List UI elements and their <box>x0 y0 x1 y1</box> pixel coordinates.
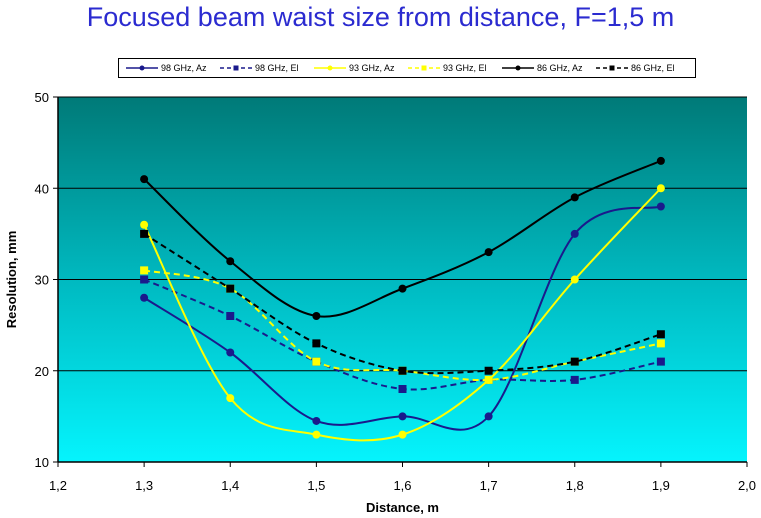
series-86-ghz-el <box>140 229 665 375</box>
x-tick-label: 1,9 <box>652 478 670 493</box>
data-point <box>484 375 493 384</box>
data-point <box>140 293 149 302</box>
x-tick-label: 1,6 <box>393 478 411 493</box>
x-axis-title: Distance, m <box>366 500 439 515</box>
data-point <box>226 394 235 403</box>
data-point <box>656 339 665 348</box>
legend-box <box>118 58 696 78</box>
legend-marker <box>421 65 427 71</box>
data-point <box>398 430 407 439</box>
data-point <box>398 284 407 293</box>
data-point <box>312 312 321 320</box>
legend-label-86-ghz-az: 86 GHz, Az <box>537 63 583 73</box>
data-point <box>312 357 321 366</box>
series-86-ghz-az <box>140 156 665 320</box>
data-point <box>656 357 665 366</box>
y-axis-title: Resolution, mm <box>4 231 19 329</box>
data-point <box>656 330 665 339</box>
legend-marker <box>609 65 615 71</box>
data-point <box>484 366 493 375</box>
data-point <box>140 229 149 238</box>
y-tick-label: 10 <box>35 455 49 470</box>
legend-label-93-ghz-az: 93 GHz, Az <box>349 63 395 73</box>
data-point <box>398 366 407 375</box>
data-point <box>656 202 665 211</box>
x-tick-label: 1,7 <box>480 478 498 493</box>
data-point <box>140 266 149 275</box>
series-93-ghz-az <box>140 184 665 442</box>
data-point <box>484 412 493 421</box>
data-point <box>312 416 321 425</box>
y-tick-label: 30 <box>35 273 49 288</box>
data-point <box>656 156 665 165</box>
legend-label-98-ghz-az: 98 GHz, Az <box>161 63 207 73</box>
data-point <box>312 339 321 348</box>
data-point <box>570 375 579 384</box>
data-point <box>226 312 235 320</box>
y-tick-label: 50 <box>35 90 49 105</box>
data-point <box>226 348 235 357</box>
series-98-ghz-az <box>140 202 665 431</box>
chart-title: Focused beam waist size from distance, F… <box>86 2 675 32</box>
data-point <box>226 284 235 293</box>
legend-label-86-ghz-el: 86 GHz, El <box>631 63 675 73</box>
x-tick-label: 1,2 <box>49 478 67 493</box>
legend-marker <box>233 65 239 71</box>
data-point <box>140 175 149 184</box>
data-point <box>570 193 579 202</box>
data-point <box>312 430 321 439</box>
data-point <box>226 257 235 266</box>
legend-marker <box>139 65 145 71</box>
legend-marker <box>515 65 521 71</box>
data-point <box>570 275 579 284</box>
y-tick-label: 40 <box>35 181 49 196</box>
data-point <box>140 220 149 229</box>
legend-label-98-ghz-el: 98 GHz, El <box>255 63 299 73</box>
data-point <box>484 248 493 257</box>
data-point <box>140 275 149 284</box>
data-point <box>570 357 579 366</box>
legend-label-93-ghz-el: 93 GHz, El <box>443 63 487 73</box>
data-point <box>570 229 579 238</box>
x-tick-label: 1,3 <box>135 478 153 493</box>
y-tick-label: 20 <box>35 364 49 379</box>
legend-marker <box>327 65 333 71</box>
x-tick-label: 1,4 <box>221 478 239 493</box>
data-point <box>398 412 407 421</box>
x-tick-label: 1,8 <box>566 478 584 493</box>
data-point <box>398 385 407 393</box>
data-point <box>656 184 665 193</box>
x-tick-label: 2,0 <box>738 478 756 493</box>
x-tick-label: 1,5 <box>307 478 325 493</box>
